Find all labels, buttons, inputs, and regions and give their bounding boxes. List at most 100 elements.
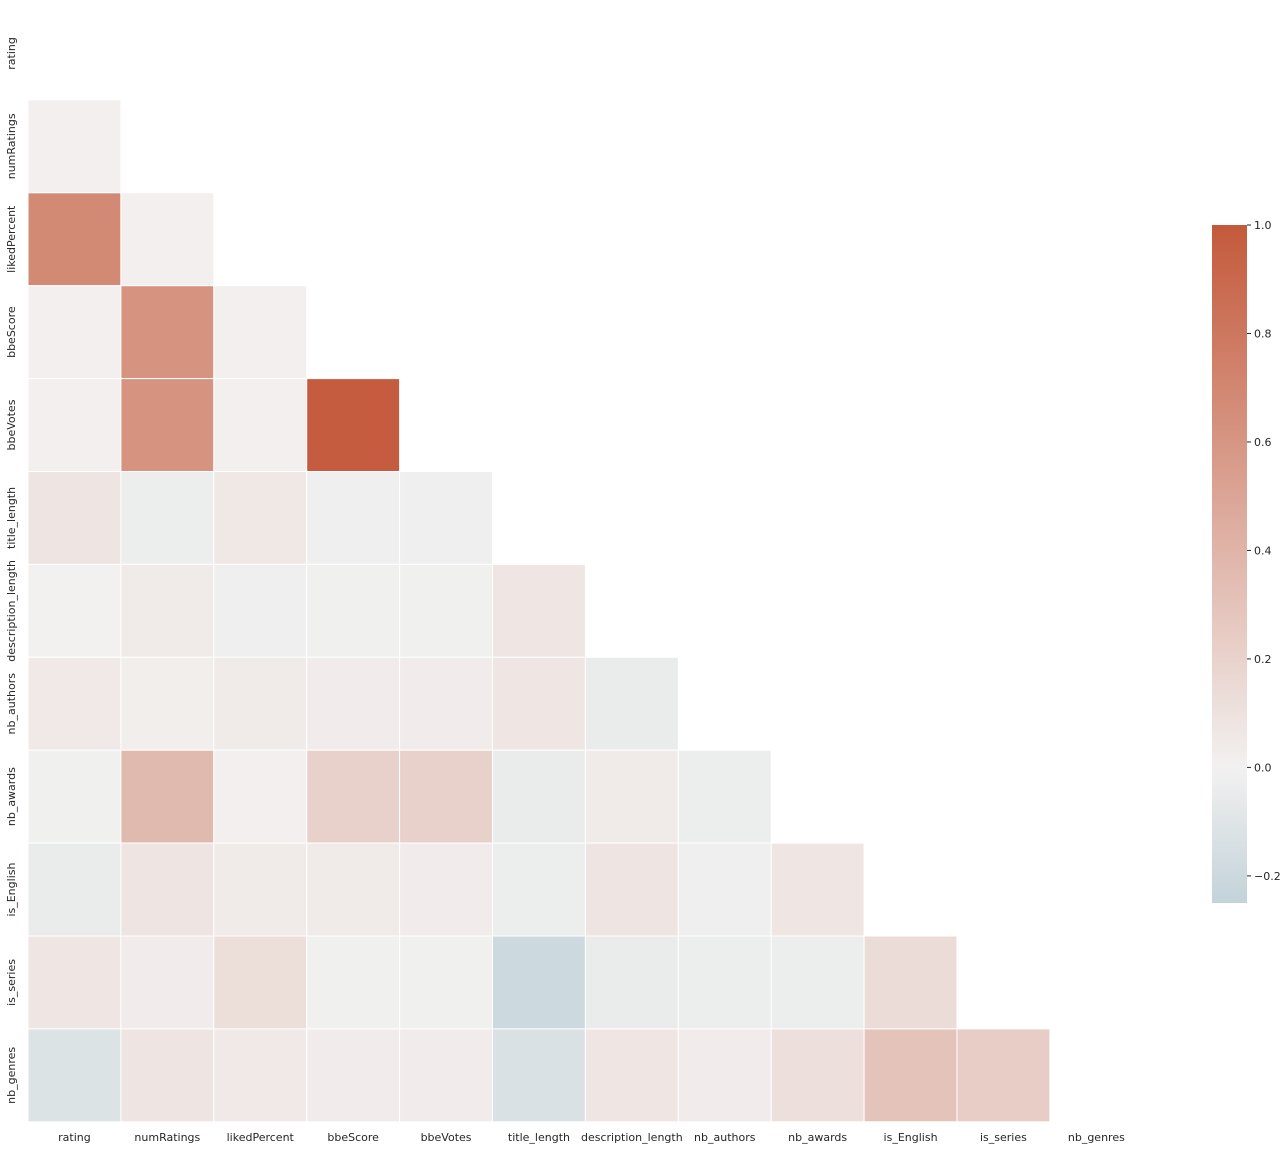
- heatmap-cell-nb_genres-likedPercent: [213, 1028, 308, 1123]
- colorbar-tick-label: 1.0: [1254, 219, 1272, 232]
- colorbar-tick-label: 0.2: [1254, 653, 1272, 666]
- y-tick-label-description_length: description_length: [5, 560, 18, 662]
- heatmap-cell-numRatings-rating: [27, 99, 122, 194]
- heatmap-cell-title_length-rating: [27, 471, 122, 565]
- heatmap-cell-is_English-title_length: [492, 842, 586, 937]
- heatmap-cell-nb_awards-title_length: [492, 749, 586, 844]
- heatmap-cell-is_series-is_English: [863, 935, 958, 1030]
- heatmap-cell-bbeScore-rating: [27, 285, 122, 380]
- heatmap-cell-title_length-bbeScore: [306, 471, 401, 565]
- heatmap-cell-nb_genres-numRatings: [120, 1028, 215, 1123]
- x-tick-label-is_English: is_English: [884, 1131, 938, 1144]
- heatmap-cell-nb_awards-rating: [27, 749, 122, 844]
- heatmap-cell-nb_awards-bbeScore: [306, 749, 401, 844]
- heatmap-cell-nb_authors-title_length: [492, 656, 586, 751]
- x-tick-label-description_length: description_length: [581, 1131, 683, 1144]
- heatmap-cell-is_series-nb_awards: [770, 935, 865, 1030]
- heatmap-cell-description_length-rating: [27, 563, 122, 658]
- heatmap-cell-is_series-title_length: [492, 935, 586, 1030]
- heatmap-cell-nb_genres-bbeScore: [306, 1028, 401, 1123]
- heatmap-cell-is_English-description_length: [584, 842, 679, 937]
- heatmap-cell-bbeVotes-numRatings: [120, 378, 215, 473]
- x-tick-label-likedPercent: likedPercent: [227, 1131, 295, 1144]
- heatmap-cells: [27, 99, 1051, 1123]
- x-tick-label-bbeScore: bbeScore: [327, 1131, 379, 1144]
- heatmap-cell-is_English-likedPercent: [213, 842, 308, 937]
- y-tick-label-nb_authors: nb_authors: [5, 673, 18, 735]
- heatmap-cell-nb_genres-title_length: [492, 1028, 586, 1123]
- heatmap-cell-nb_genres-nb_awards: [770, 1028, 865, 1123]
- y-tick-label-rating: rating: [5, 37, 18, 70]
- x-tick-label-is_series: is_series: [980, 1131, 1027, 1144]
- x-tick-label-nb_awards: nb_awards: [788, 1131, 847, 1144]
- heatmap-cell-is_series-nb_authors: [677, 935, 772, 1030]
- y-tick-label-bbeVotes: bbeVotes: [5, 399, 18, 450]
- heatmap-cell-nb_awards-numRatings: [120, 749, 215, 844]
- y-tick-label-likedPercent: likedPercent: [5, 205, 18, 273]
- x-tick-label-bbeVotes: bbeVotes: [421, 1131, 472, 1144]
- heatmap-cell-nb_authors-rating: [27, 656, 122, 751]
- heatmap-cell-is_English-bbeScore: [306, 842, 401, 937]
- heatmap-cell-description_length-bbeScore: [306, 563, 401, 658]
- y-tick-label-nb_awards: nb_awards: [5, 767, 18, 826]
- heatmap-cell-is_series-description_length: [584, 935, 679, 1030]
- heatmap-cell-nb_authors-description_length: [584, 656, 679, 751]
- heatmap-cell-bbeVotes-bbeScore: [306, 378, 401, 473]
- heatmap-cell-nb_genres-bbeVotes: [399, 1028, 494, 1123]
- x-tick-label-nb_authors: nb_authors: [694, 1131, 756, 1144]
- heatmap-cell-nb_awards-description_length: [584, 749, 679, 844]
- heatmap-cell-nb_genres-nb_authors: [677, 1028, 772, 1123]
- colorbar-tick-label: 0.6: [1254, 436, 1272, 449]
- heatmap-cell-is_English-rating: [27, 842, 122, 937]
- heatmap-cell-nb_authors-likedPercent: [213, 656, 308, 751]
- colorbar-tick-label: 0.8: [1254, 327, 1272, 340]
- y-axis-tick-labels: rating numRatings likedPercent bbeScore bbeV…: [5, 37, 18, 1104]
- heatmap-cell-description_length-numRatings: [120, 563, 215, 658]
- colorbar-tick-label: 0.0: [1254, 761, 1272, 774]
- heatmap-cell-description_length-title_length: [492, 563, 586, 658]
- heatmap-cell-bbeVotes-likedPercent: [213, 378, 308, 473]
- heatmap-cell-is_English-numRatings: [120, 842, 215, 937]
- heatmap-cell-title_length-bbeVotes: [399, 471, 494, 565]
- heatmap-cell-nb_authors-numRatings: [120, 656, 215, 751]
- heatmap-cell-nb_awards-bbeVotes: [399, 749, 494, 844]
- heatmap-cell-title_length-numRatings: [120, 471, 215, 565]
- heatmap-cell-bbeScore-likedPercent: [213, 285, 308, 380]
- x-tick-label-title_length: title_length: [508, 1131, 570, 1144]
- heatmap-cell-bbeScore-numRatings: [120, 285, 215, 380]
- heatmap-cell-is_series-bbeVotes: [399, 935, 494, 1030]
- heatmap-cell-nb_genres-is_series: [956, 1028, 1051, 1123]
- heatmap-cell-description_length-likedPercent: [213, 563, 308, 658]
- heatmap-cell-is_English-bbeVotes: [399, 842, 494, 937]
- heatmap-cell-nb_genres-description_length: [584, 1028, 679, 1123]
- heatmap-cell-nb_genres-rating: [27, 1028, 122, 1123]
- heatmap-cell-bbeVotes-rating: [27, 378, 122, 473]
- y-tick-label-is_English: is_English: [5, 863, 18, 917]
- heatmap-cell-is_English-nb_authors: [677, 842, 772, 937]
- colorbar-tick-label: 0.4: [1254, 544, 1272, 557]
- heatmap-cell-is_English-nb_awards: [770, 842, 865, 937]
- heatmap-cell-is_series-likedPercent: [213, 935, 308, 1030]
- heatmap-cell-is_series-numRatings: [120, 935, 215, 1030]
- x-tick-label-nb_genres: nb_genres: [1068, 1131, 1125, 1144]
- y-tick-label-title_length: title_length: [5, 487, 18, 549]
- x-axis-tick-labels: rating numRatings likedPercent bbeScore bbeV…: [58, 1131, 1125, 1144]
- heatmap-cell-likedPercent-rating: [27, 192, 122, 287]
- heatmap-cell-nb_genres-is_English: [863, 1028, 958, 1123]
- heatmap-cell-likedPercent-numRatings: [120, 192, 215, 287]
- colorbar: 1.0 0.8 0.6 0.4 0.2 0.0 −0.2: [1212, 219, 1281, 903]
- heatmap-cell-description_length-bbeVotes: [399, 563, 494, 658]
- x-tick-label-numRatings: numRatings: [134, 1131, 200, 1144]
- y-tick-label-nb_genres: nb_genres: [5, 1047, 18, 1104]
- heatmap-cell-nb_awards-likedPercent: [213, 749, 308, 844]
- heatmap-cell-is_series-rating: [27, 935, 122, 1030]
- heatmap-cell-nb_authors-bbeVotes: [399, 656, 494, 751]
- heatmap-cell-is_series-bbeScore: [306, 935, 401, 1030]
- y-tick-label-is_series: is_series: [5, 959, 18, 1006]
- x-tick-label-rating: rating: [58, 1131, 91, 1144]
- heatmap-cell-title_length-likedPercent: [213, 471, 308, 565]
- heatmap-cell-nb_awards-nb_authors: [677, 749, 772, 844]
- colorbar-ticks: 1.0 0.8 0.6 0.4 0.2 0.0 −0.2: [1247, 219, 1281, 883]
- y-tick-label-numRatings: numRatings: [5, 113, 18, 179]
